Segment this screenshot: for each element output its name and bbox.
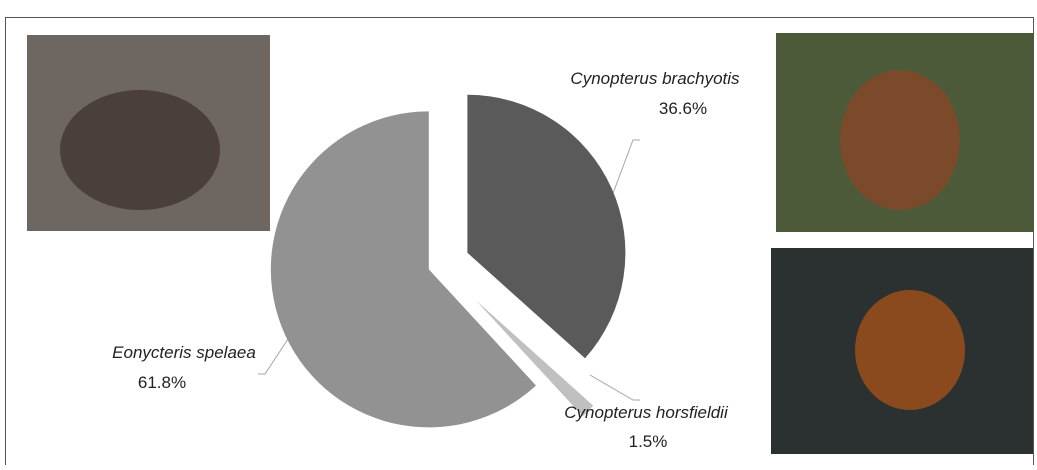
chart: Cynopterus brachyotis 36.6% Cynopterus hor… bbox=[0, 0, 1037, 465]
leader-line bbox=[590, 375, 640, 400]
slice-value-label: 61.8% bbox=[138, 373, 186, 392]
bat-photo-subject bbox=[60, 90, 220, 210]
slice-name: Cynopterus horsfieldii bbox=[564, 403, 729, 422]
pie-slice bbox=[467, 95, 625, 359]
leader-line bbox=[258, 336, 290, 374]
slice-name: Cynopterus brachyotis bbox=[570, 69, 740, 88]
leader-line bbox=[612, 140, 640, 196]
slice-value-label: 1.5% bbox=[629, 432, 668, 451]
bat-photo-subject bbox=[855, 290, 965, 410]
slice-name: Eonycteris spelaea bbox=[112, 343, 256, 362]
page: {"chart_data": {"type": "pie", "categori… bbox=[0, 0, 1037, 465]
bat-photo-subject bbox=[840, 70, 960, 210]
slice-value-label: 36.6% bbox=[659, 99, 707, 118]
